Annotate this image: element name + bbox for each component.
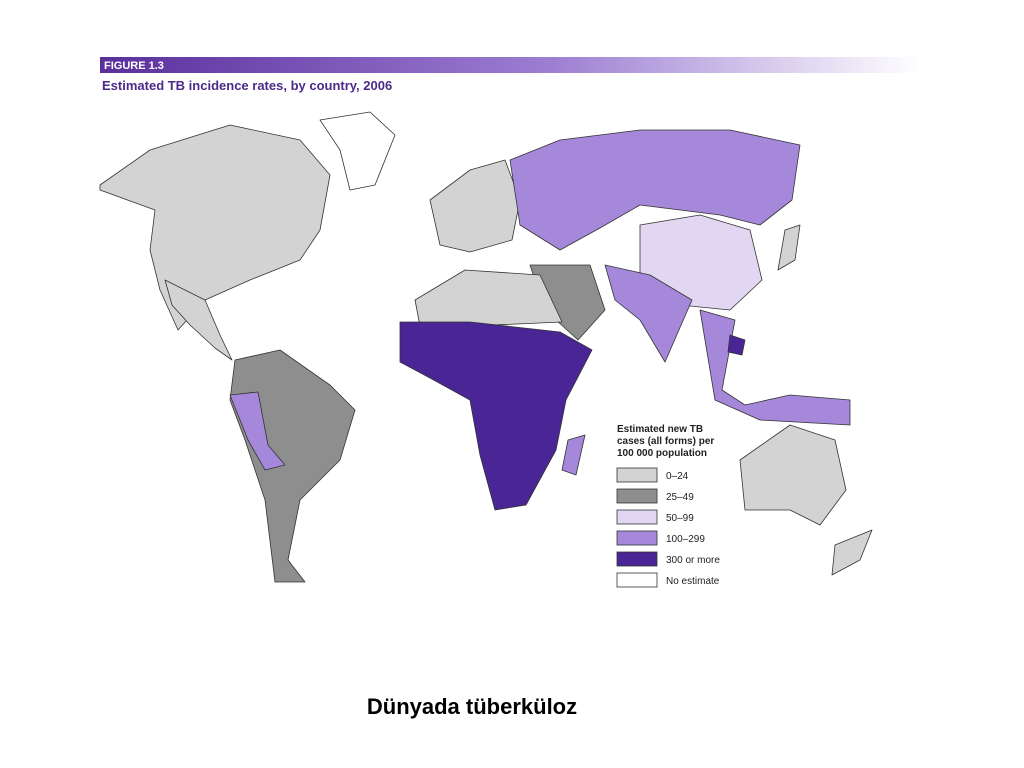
legend-label: 50–99 (666, 513, 694, 524)
japan (777, 224, 801, 271)
madagascar (561, 434, 586, 476)
legend-label: 100–299 (666, 534, 705, 545)
new-zealand (831, 529, 873, 576)
legend-title: cases (all forms) per (617, 436, 714, 447)
greenland (319, 111, 396, 191)
legend-swatch (616, 488, 658, 504)
legend-label: 0–24 (666, 471, 689, 482)
south-america (229, 349, 356, 583)
europe (429, 159, 521, 253)
north-africa (414, 269, 563, 327)
legend: Estimated new TB cases (all forms) per 1… (616, 424, 720, 588)
legend-swatch (616, 530, 658, 546)
legend-title: 100 000 population (617, 448, 707, 459)
legend-swatch (616, 509, 658, 525)
australia (739, 424, 847, 526)
legend-label: 300 or more (666, 555, 720, 566)
legend-swatch (616, 467, 658, 483)
legend-label: 25–49 (666, 492, 694, 503)
caption: Dünyada tüberküloz (367, 694, 577, 719)
north-america (99, 124, 331, 331)
legend-swatch (616, 572, 658, 588)
legend-swatch (616, 551, 658, 567)
legend-label: No estimate (666, 576, 720, 587)
header-bar (100, 57, 920, 73)
world-map (99, 111, 873, 583)
cambodia (727, 334, 746, 356)
figure-label: FIGURE 1.3 (104, 60, 164, 72)
sub-saharan-africa (399, 321, 593, 511)
russia (509, 129, 801, 251)
south-asia (604, 264, 693, 363)
figure-title: Estimated TB incidence rates, by country… (102, 78, 392, 93)
peru-bolivia (229, 391, 286, 471)
southeast-asia (699, 309, 851, 426)
mexico (164, 279, 233, 361)
legend-title: Estimated new TB (617, 424, 703, 435)
